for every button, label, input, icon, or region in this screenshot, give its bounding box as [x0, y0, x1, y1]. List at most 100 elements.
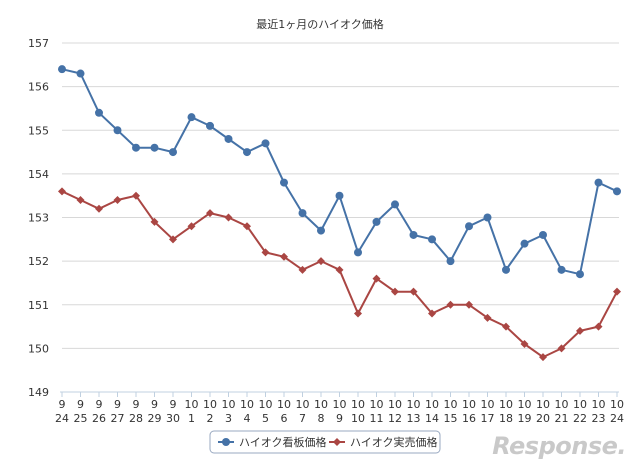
x-tick-label-day: 15 — [444, 412, 458, 425]
series-1-point — [335, 191, 344, 200]
series-2-point — [58, 187, 66, 196]
x-tick-label-day: 6 — [281, 412, 288, 425]
x-tick-label-month: 10 — [518, 398, 532, 411]
x-tick-label-month: 9 — [170, 398, 177, 411]
series-2-point — [428, 309, 436, 318]
series-2-point — [576, 326, 584, 335]
chart-title: 最近1ヶ月のハイオク価格 — [256, 17, 384, 31]
legend-box — [209, 430, 441, 454]
series-2-point — [520, 340, 529, 349]
x-tick-label-day: 25 — [74, 412, 88, 425]
series-2-point — [206, 209, 214, 218]
x-tick-label-month: 10 — [370, 398, 384, 411]
y-tick-label: 153 — [28, 212, 49, 225]
x-tick-label-month: 9 — [59, 398, 66, 411]
series-2-point — [261, 248, 270, 257]
x-tick-label-month: 9 — [96, 398, 103, 411]
x-tick-label-month: 10 — [536, 398, 550, 411]
y-tick-label: 156 — [28, 81, 49, 94]
series-1-point — [372, 217, 381, 226]
x-tick-label-month: 10 — [499, 398, 513, 411]
x-tick-label-month: 10 — [573, 398, 587, 411]
series-1-point — [280, 178, 288, 187]
x-tick-label-day: 11 — [370, 412, 384, 425]
x-tick-label-month: 10 — [314, 398, 328, 411]
series-2-point — [502, 322, 510, 331]
series-1-point — [502, 265, 510, 274]
series-1-point — [539, 230, 547, 239]
gridlines — [62, 42, 619, 349]
x-tick-label-month: 10 — [333, 398, 347, 411]
x-tick-label-month: 10 — [222, 398, 236, 411]
series-1-point — [58, 65, 66, 74]
x-tick-label-day: 18 — [499, 412, 513, 425]
x-tick-label-day: 1 — [188, 412, 195, 425]
response-watermark: Response. — [492, 432, 626, 460]
x-tick-label-day: 24 — [55, 412, 69, 425]
series-2-point — [317, 257, 325, 266]
series-2-point — [335, 265, 344, 274]
series-1-point — [187, 113, 196, 122]
x-axis: 9249259269279289299301011021031041051061… — [55, 391, 624, 425]
y-tick-label: 152 — [28, 255, 49, 268]
x-tick-label-month: 10 — [425, 398, 439, 411]
series-1-point — [428, 235, 436, 244]
series-1-point — [520, 239, 529, 248]
x-tick-label-month: 10 — [203, 398, 217, 411]
x-tick-label-day: 17 — [481, 412, 495, 425]
series-1-point — [76, 69, 85, 78]
y-tick-label: 157 — [28, 37, 49, 50]
x-tick-label-day: 23 — [592, 412, 606, 425]
series-2-point — [280, 252, 288, 261]
x-tick-label-day: 7 — [299, 412, 306, 425]
series-1-point — [206, 121, 214, 130]
series-1-point — [613, 187, 621, 196]
series-1-point — [298, 209, 307, 218]
x-tick-label-day: 27 — [111, 412, 125, 425]
x-tick-label-month: 10 — [407, 398, 421, 411]
series-2-point — [113, 196, 122, 205]
x-tick-label-day: 10 — [351, 412, 365, 425]
series-2-point — [354, 309, 362, 318]
y-tick-label: 150 — [28, 342, 49, 355]
series-2-point — [150, 217, 159, 226]
x-tick-label-day: 2 — [207, 412, 214, 425]
legend[interactable]: ハイオク看板価格 ハイオク実売価格 — [209, 430, 441, 454]
x-tick-label-day: 14 — [425, 412, 439, 425]
x-tick-label-month: 10 — [388, 398, 402, 411]
series-1-point — [224, 134, 233, 143]
legend-label-2: ハイオク実売価格 — [350, 435, 438, 449]
series-2-point — [539, 353, 547, 362]
series-1-point — [576, 270, 584, 279]
series-2-point — [224, 213, 233, 222]
series-1-point — [243, 148, 251, 157]
x-tick-label-month: 10 — [185, 398, 199, 411]
series-2-point — [483, 313, 492, 322]
x-tick-label-day: 8 — [318, 412, 325, 425]
series-2-point — [391, 287, 399, 296]
x-tick-label-month: 9 — [77, 398, 84, 411]
x-tick-label-month: 10 — [610, 398, 624, 411]
series-line-2 — [61, 190, 618, 359]
legend-marker-diamond — [333, 438, 341, 446]
x-tick-label-month: 10 — [555, 398, 569, 411]
legend-label-1: ハイオク看板価格 — [239, 435, 327, 449]
series-layer — [58, 65, 621, 362]
series-1-point — [354, 248, 362, 257]
series-2-point — [169, 235, 177, 244]
x-tick-label-day: 29 — [148, 412, 162, 425]
x-tick-label-day: 4 — [244, 412, 251, 425]
x-tick-label-month: 9 — [114, 398, 121, 411]
x-tick-label-day: 21 — [555, 412, 569, 425]
series-line-1 — [61, 68, 618, 276]
series-2-point — [95, 204, 103, 213]
y-tick-label: 149 — [28, 386, 49, 399]
series-1-point — [557, 265, 566, 274]
series-1-point — [113, 126, 122, 135]
x-tick-label-day: 26 — [92, 412, 106, 425]
x-tick-label-day: 19 — [518, 412, 532, 425]
x-tick-label-day: 16 — [462, 412, 476, 425]
x-tick-label-day: 28 — [129, 412, 143, 425]
series-1-point — [261, 139, 270, 148]
